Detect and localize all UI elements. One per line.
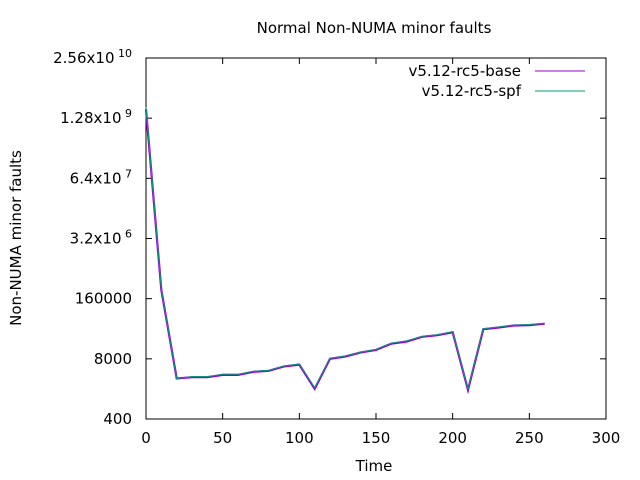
x-axis-label: Time [355,457,393,475]
legend-label-base: v5.12-rc5-base [409,62,522,80]
y-axis-label: Non-NUMA minor faults [7,150,25,326]
series-line-base [144,109,545,395]
x-tick-label: 150 [362,429,391,447]
x-tick-label: 0 [141,429,151,447]
x-tick-label: 50 [213,429,232,447]
y-axis: 400 8000 160000 3.2x10 6 6.4x10 7 1.28x10 9 2.… [53,47,606,428]
y-tick-label: 2.56x10 10 [53,47,132,67]
legend-label-spf: v5.12-rc5-spf [422,82,522,100]
chart-title: Normal Non-NUMA minor faults [257,19,492,37]
y-tick-label: 8000 [94,350,132,368]
x-tick-label: 250 [515,429,544,447]
x-tick-label: 100 [285,429,314,447]
plot-frame [145,57,607,420]
legend: v5.12-rc5-base v5.12-rc5-spf [409,62,585,100]
y-tick-label: 1.28x10 9 [60,107,132,127]
y-tick-label: 6.4x10 7 [70,167,132,187]
series-line-spf [145,107,545,390]
series-lines [144,107,545,395]
y-tick-label: 400 [103,410,132,428]
x-tick-label: 200 [438,429,467,447]
x-axis: 0 50 100 150 200 250 300 [141,58,620,447]
x-tick-label: 300 [592,429,621,447]
y-tick-label: 3.2x10 6 [70,228,132,248]
y-tick-label: 160000 [75,290,132,308]
